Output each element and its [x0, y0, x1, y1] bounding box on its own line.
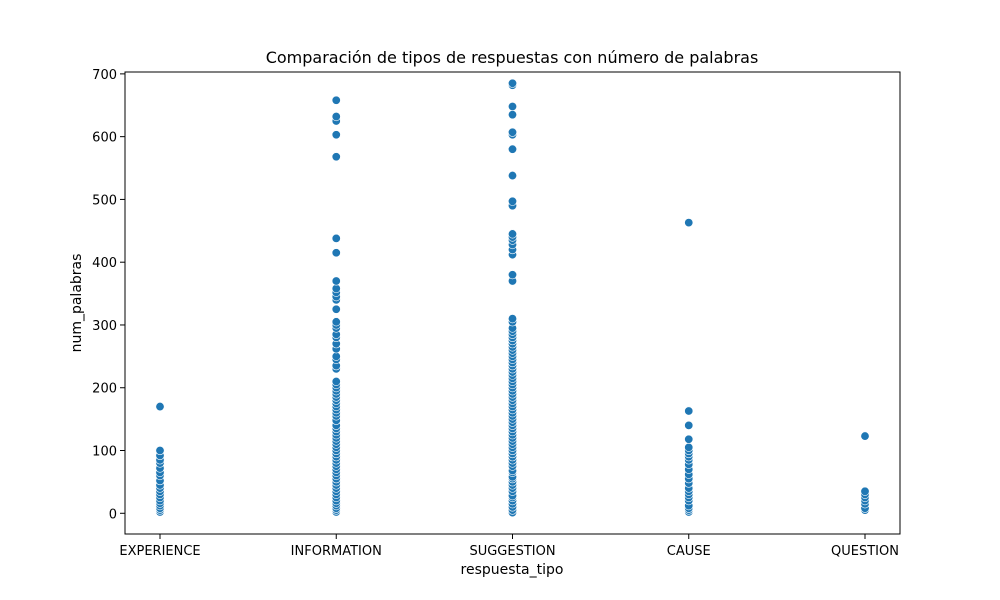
x-tick-label: CAUSE: [667, 544, 711, 559]
x-axis-label: respuesta_tipo: [461, 562, 564, 578]
data-points: [155, 78, 870, 518]
data-point: [331, 276, 341, 286]
y-tick-label: 600: [92, 131, 117, 146]
data-point: [331, 233, 341, 243]
y-tick-label: 400: [92, 256, 117, 271]
chart-title: Comparación de tipos de respuestas con n…: [266, 48, 759, 67]
x-axis: EXPERIENCE INFORMATION SUGGESTION CAUSE QUES…: [119, 534, 899, 559]
data-point: [507, 144, 517, 154]
data-point: [331, 152, 341, 162]
data-point: [155, 402, 165, 412]
data-point: [507, 78, 517, 88]
y-tick-label: 300: [92, 319, 117, 334]
data-point: [331, 376, 341, 386]
data-point: [507, 270, 517, 280]
data-point: [331, 284, 341, 294]
data-point: [331, 351, 341, 361]
data-point: [507, 110, 517, 120]
data-point: [684, 442, 694, 452]
y-axis: 0 100 200 300 400 500 600 700: [92, 68, 125, 522]
y-tick-label: 200: [92, 382, 117, 397]
x-tick-label: INFORMATION: [291, 544, 382, 559]
y-axis-label: num_palabras: [69, 254, 85, 353]
y-tick-label: 700: [92, 68, 117, 83]
data-point: [507, 229, 517, 239]
x-tick-label: EXPERIENCE: [119, 544, 200, 559]
data-point: [507, 314, 517, 324]
data-point: [507, 102, 517, 112]
data-point: [507, 171, 517, 181]
data-point: [331, 304, 341, 314]
x-tick-label: QUESTION: [831, 544, 899, 559]
data-point: [860, 486, 870, 496]
data-point: [155, 446, 165, 456]
data-point: [507, 196, 517, 206]
y-tick-label: 100: [92, 445, 117, 460]
y-tick-label: 0: [109, 507, 117, 522]
data-point: [331, 248, 341, 258]
data-point: [331, 317, 341, 327]
data-point: [331, 130, 341, 140]
data-point: [684, 434, 694, 444]
data-point: [507, 127, 517, 137]
data-point: [684, 218, 694, 228]
y-tick-label: 500: [92, 193, 117, 208]
data-point: [684, 406, 694, 416]
data-point: [331, 112, 341, 122]
data-point: [860, 431, 870, 441]
data-point: [684, 420, 694, 430]
data-point: [331, 95, 341, 105]
x-tick-label: SUGGESTION: [469, 544, 555, 559]
